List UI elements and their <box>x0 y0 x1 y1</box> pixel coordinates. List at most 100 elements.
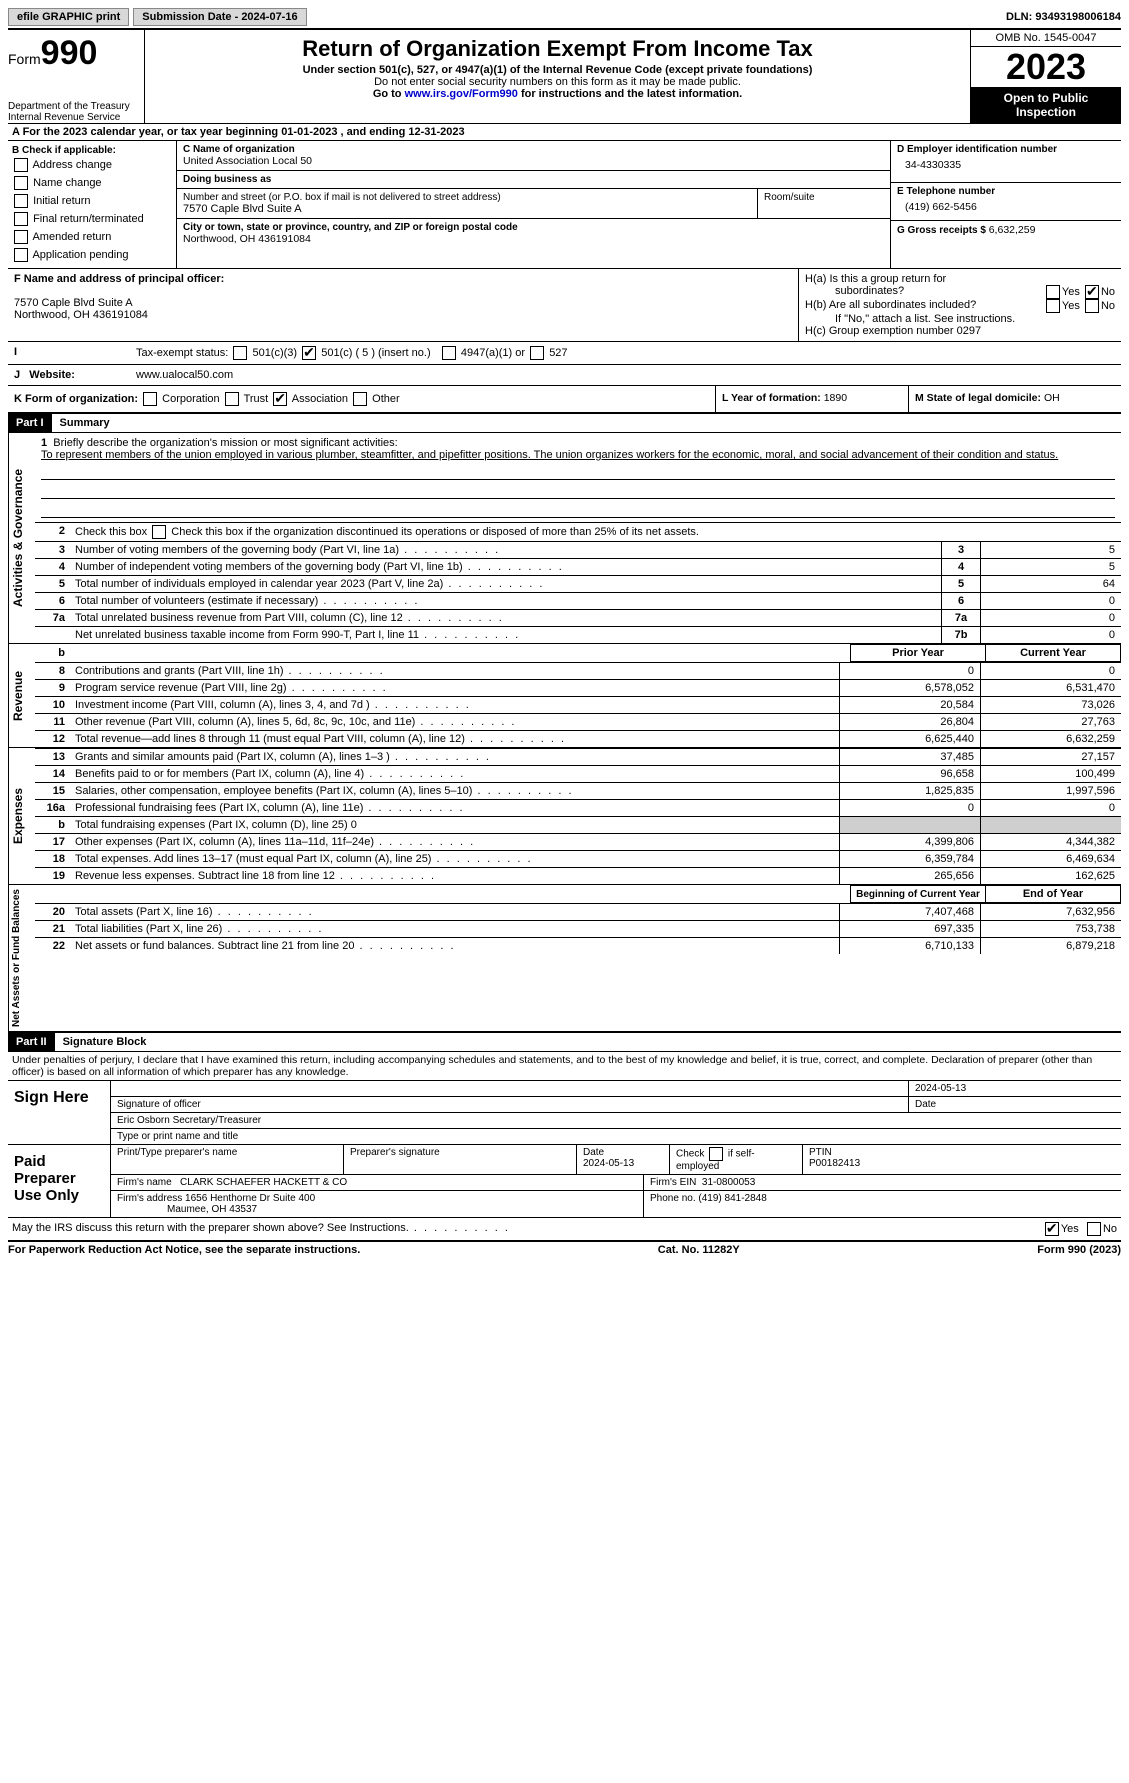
rev-11-curr: 27,763 <box>981 714 1122 731</box>
dba-label: Doing business as <box>183 174 884 185</box>
section-revenue: Revenue b Prior Year Current Year 8Contr… <box>8 644 1121 748</box>
line-6-value: 0 <box>981 593 1122 610</box>
chk-ha-yes[interactable] <box>1046 285 1060 299</box>
exp-16a-prior: 0 <box>840 800 981 817</box>
tax-year: 2023 <box>971 47 1121 87</box>
chk-assoc[interactable] <box>273 392 287 406</box>
chk-final-return[interactable] <box>14 212 28 226</box>
exp-16a-text: Professional fundraising fees (Part IX, … <box>71 800 840 817</box>
org-name: United Association Local 50 <box>183 155 884 167</box>
chk-application-pending[interactable] <box>14 248 28 262</box>
dln-label: DLN: 93493198006184 <box>1006 11 1121 23</box>
chk-corp[interactable] <box>143 392 157 406</box>
form-number: Form990 <box>8 34 138 73</box>
signature-block: Sign Here 2024-05-13 Signature of office… <box>8 1080 1121 1217</box>
line-5-value: 64 <box>981 576 1122 593</box>
chk-discontinued[interactable] <box>152 525 166 539</box>
prep-date: 2024-05-13 <box>583 1158 634 1169</box>
rev-11-text: Other revenue (Part VIII, column (A), li… <box>71 714 840 731</box>
rev-12-prior: 6,625,440 <box>840 731 981 748</box>
line-7b-value: 0 <box>981 627 1122 644</box>
chk-trust[interactable] <box>225 392 239 406</box>
line-7b-text: Net unrelated business taxable income fr… <box>71 627 942 644</box>
vtab-activities: Activities & Governance <box>8 433 35 643</box>
firm-phone: (419) 841-2848 <box>698 1193 766 1204</box>
city-label: City or town, state or province, country… <box>183 222 884 233</box>
chk-hb-no[interactable] <box>1085 299 1099 313</box>
rev-11-prior: 26,804 <box>840 714 981 731</box>
chk-self-employed[interactable] <box>709 1147 723 1161</box>
exp-17-prior: 4,399,806 <box>840 834 981 851</box>
chk-4947[interactable] <box>442 346 456 360</box>
top-bar: efile GRAPHIC print Submission Date - 20… <box>8 8 1121 26</box>
type-name-label: Type or print name and title <box>111 1129 1121 1144</box>
chk-501c[interactable] <box>302 346 316 360</box>
footer-left: For Paperwork Reduction Act Notice, see … <box>8 1244 360 1256</box>
vtab-expenses: Expenses <box>8 748 35 884</box>
room-label: Room/suite <box>764 192 884 203</box>
chk-hb-yes[interactable] <box>1046 299 1060 313</box>
exp-b-curr <box>981 817 1122 834</box>
table-governance: 2Check this box Check this box if the or… <box>35 522 1121 541</box>
hdr-end-year: End of Year <box>986 886 1121 903</box>
form-subtitle: Under section 501(c), 527, or 4947(a)(1)… <box>151 64 964 76</box>
goto-line: Go to www.irs.gov/Form990 for instructio… <box>151 88 964 100</box>
city-value: Northwood, OH 436191084 <box>183 233 884 245</box>
ein-value: 34-4330335 <box>897 155 1115 179</box>
section-net-assets: Net Assets or Fund Balances Beginning of… <box>8 885 1121 1032</box>
officer-addr2: Northwood, OH 436191084 <box>14 309 792 321</box>
state-domicile: M State of legal domicile: OH <box>908 386 1121 412</box>
chk-501c3[interactable] <box>233 346 247 360</box>
exp-17-text: Other expenses (Part IX, column (A), lin… <box>71 834 840 851</box>
officer-group-grid: F Name and address of principal officer:… <box>8 268 1121 342</box>
exp-16a-curr: 0 <box>981 800 1122 817</box>
exp-19-curr: 162,625 <box>981 868 1122 885</box>
penalty-statement: Under penalties of perjury, I declare th… <box>8 1052 1121 1080</box>
phone-value: (419) 662-5456 <box>897 197 1115 217</box>
ssn-warning: Do not enter social security numbers on … <box>151 76 964 88</box>
exp-15-curr: 1,997,596 <box>981 783 1122 800</box>
na-22-curr: 6,879,218 <box>981 938 1122 955</box>
phone-label: E Telephone number <box>897 186 1115 197</box>
vtab-net-assets: Net Assets or Fund Balances <box>8 885 35 1031</box>
rev-10-curr: 73,026 <box>981 697 1122 714</box>
line-4-text: Number of independent voting members of … <box>71 559 942 576</box>
line-5-text: Total number of individuals employed in … <box>71 576 942 593</box>
footer-mid: Cat. No. 11282Y <box>658 1244 740 1256</box>
discuss-row: May the IRS discuss this return with the… <box>8 1217 1121 1240</box>
street-label: Number and street (or P.O. box if mail i… <box>183 192 751 203</box>
chk-discuss-yes[interactable] <box>1045 1222 1059 1236</box>
form-header: Form990 Department of the Treasury Inter… <box>8 28 1121 123</box>
treasury-dept: Department of the Treasury <box>8 101 138 112</box>
na-20-curr: 7,632,956 <box>981 904 1122 921</box>
chk-address-change[interactable] <box>14 158 28 172</box>
part-1-header: Part I Summary <box>8 413 1121 433</box>
chk-amended-return[interactable] <box>14 230 28 244</box>
chk-ha-no[interactable] <box>1085 285 1099 299</box>
sig-date-1: 2024-05-13 <box>909 1081 1121 1096</box>
exp-19-text: Revenue less expenses. Subtract line 18 … <box>71 868 840 885</box>
gross-receipts-label: G Gross receipts $ <box>897 225 989 236</box>
submission-date-button[interactable]: Submission Date - 2024-07-16 <box>133 8 306 26</box>
hb-note: If "No," attach a list. See instructions… <box>805 313 1115 325</box>
website-value: www.ualocal50.com <box>130 365 1121 385</box>
irs-link[interactable]: www.irs.gov/Form990 <box>405 88 518 100</box>
chk-name-change[interactable] <box>14 176 28 190</box>
omb-number: OMB No. 1545-0047 <box>971 30 1121 47</box>
efile-print-button[interactable]: efile GRAPHIC print <box>8 8 129 26</box>
line-2: Check this box Check this box if the org… <box>71 523 1121 542</box>
exp-13-curr: 27,157 <box>981 749 1122 766</box>
chk-initial-return[interactable] <box>14 194 28 208</box>
exp-15-text: Salaries, other compensation, employee b… <box>71 783 840 800</box>
rev-9-text: Program service revenue (Part VIII, line… <box>71 680 840 697</box>
rev-8-text: Contributions and grants (Part VIII, lin… <box>71 663 840 680</box>
exp-15-prior: 1,825,835 <box>840 783 981 800</box>
chk-527[interactable] <box>530 346 544 360</box>
sign-here-label: Sign Here <box>8 1081 111 1144</box>
sig-date-label: Date <box>909 1097 1121 1112</box>
chk-discuss-no[interactable] <box>1087 1222 1101 1236</box>
na-22-text: Net assets or fund balances. Subtract li… <box>71 938 840 955</box>
paid-preparer-label: Paid Preparer Use Only <box>8 1145 111 1217</box>
chk-other[interactable] <box>353 392 367 406</box>
prep-sig-label: Preparer's signature <box>344 1145 577 1174</box>
